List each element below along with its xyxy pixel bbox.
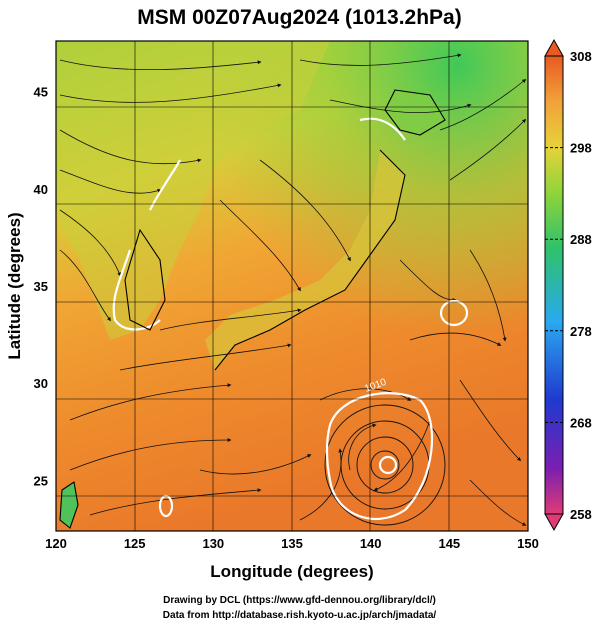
y-tick-label: 40 [34,182,48,197]
x-tick-label: 135 [281,536,303,551]
x-axis-label: Longitude (degrees) [210,562,373,581]
map-title: MSM 00Z07Aug2024 (1013.2hPa) [137,6,462,29]
colorbar-tick-label: 268 [570,415,592,430]
y-tick-label: 45 [34,85,48,100]
colorbar-tick-label: 308 [570,49,592,64]
colorbar-tick-label: 298 [570,141,592,156]
y-tick-label: 30 [34,376,48,391]
colorbar-tick-label: 278 [570,324,592,339]
x-tick-label: 125 [124,536,146,551]
credit-dcl: Drawing by DCL (https://www.gfd-dennou.o… [163,595,436,606]
colorbar-tick-label: 258 [570,507,592,522]
colorbar: 308 298 288 278 268 258 [544,38,592,532]
colorbar-tick-label: 288 [570,232,592,247]
map-grid [56,41,528,531]
colorbar-top-arrow [544,38,564,57]
coastlines [59,89,446,529]
x-tick-labels: 120 125 130 135 140 145 150 [45,536,539,551]
credit-data-source: Data from http://database.rish.kyoto-u.a… [162,610,437,621]
colorbar-ticks: 308 298 288 278 268 258 [545,49,592,522]
y-tick-label: 25 [34,473,48,488]
x-tick-label: 150 [517,536,539,551]
land-japan [205,150,405,370]
y-axis-label: Latitude (degrees) [5,212,24,359]
y-tick-labels: 25 30 35 40 45 [34,85,48,489]
plot-frame [55,40,529,532]
x-tick-label: 120 [45,536,67,551]
y-tick-label: 35 [34,279,48,294]
colorbar-bottom-arrow [544,513,564,532]
x-tick-label: 130 [202,536,224,551]
x-tick-label: 145 [438,536,460,551]
x-tick-label: 140 [360,536,382,551]
